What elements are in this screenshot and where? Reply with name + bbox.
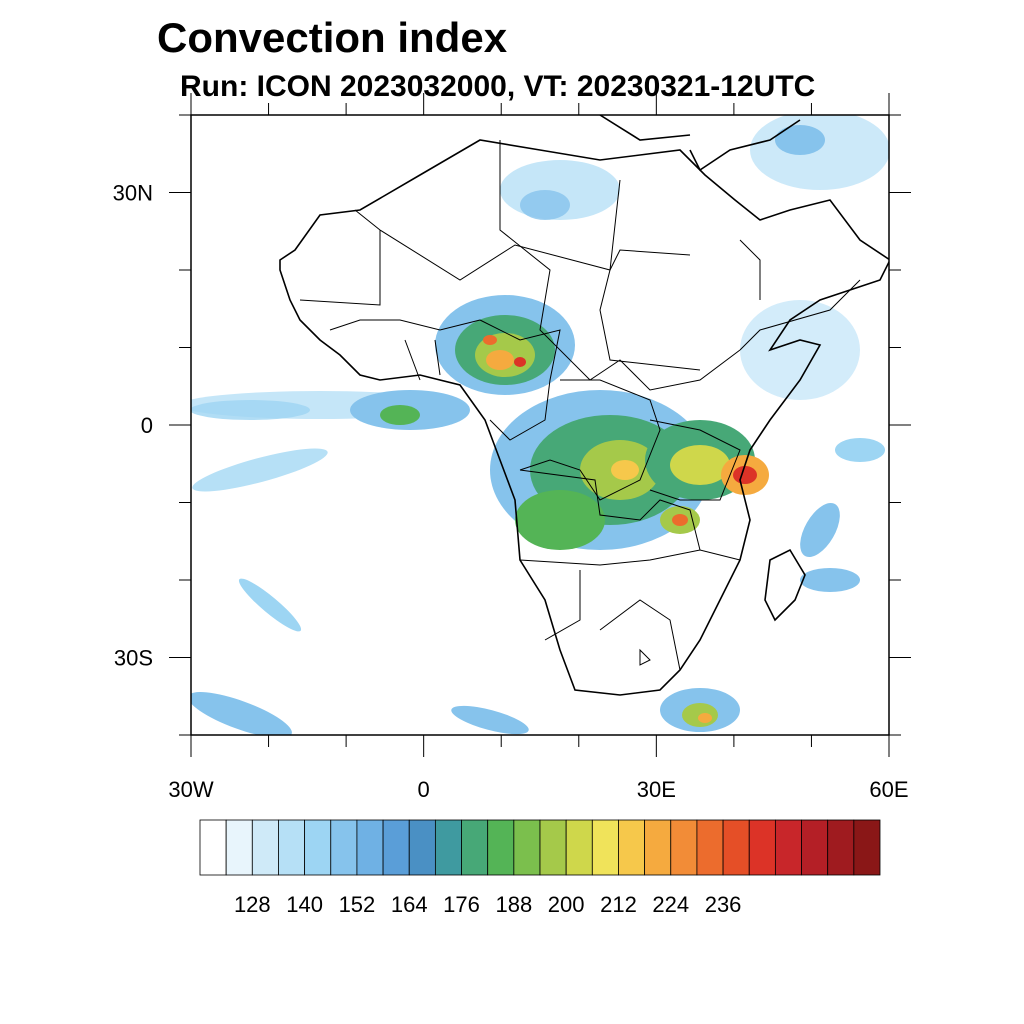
- colorbar-label: 128: [234, 892, 271, 917]
- colorbar-swatch: [461, 819, 489, 876]
- chart-title: Convection index: [157, 14, 508, 61]
- colorbar-label: 152: [339, 892, 376, 917]
- colorbar-swatch: [591, 819, 619, 876]
- colorbar-swatch: [618, 819, 646, 876]
- lon-tick-label: 0: [418, 777, 430, 802]
- colorbar-swatch: [670, 819, 698, 876]
- axis-labels: 30N 0 30S 30W 0 30E 60E: [113, 181, 909, 803]
- colorbar-label: 212: [600, 892, 637, 917]
- colorbar-label: 164: [391, 892, 428, 917]
- colorbar-swatch: [304, 819, 332, 876]
- colorbar-label: 188: [495, 892, 532, 917]
- country-borders: [299, 140, 861, 671]
- colorbar-swatch: [853, 819, 881, 876]
- lon-tick-label: 30W: [168, 777, 213, 802]
- colorbar-swatch: [382, 819, 410, 876]
- convection-field: [191, 115, 889, 735]
- colorbar-swatch: [748, 819, 776, 876]
- colorbar-swatch: [696, 819, 724, 876]
- colorbar-label: 140: [286, 892, 323, 917]
- colorbar-swatch: [408, 819, 436, 876]
- colorbar-swatch: [722, 819, 750, 876]
- colorbar-label: 236: [705, 892, 742, 917]
- colorbar-label: 224: [652, 892, 689, 917]
- colorbar-swatch: [487, 819, 515, 876]
- colorbar-swatch: [644, 819, 672, 876]
- colorbar-label: 200: [548, 892, 585, 917]
- chart-subtitle: Run: ICON 2023032000, VT: 20230321-12UTC: [180, 70, 816, 103]
- colorbar-swatch: [539, 819, 567, 876]
- lat-tick-label: 30N: [113, 181, 153, 206]
- colorbar-swatch: [356, 819, 384, 876]
- colorbar: [199, 819, 881, 876]
- lat-tick-label: 0: [141, 413, 153, 438]
- colorbar-swatch: [330, 819, 358, 876]
- colorbar-swatch: [251, 819, 279, 876]
- colorbar-labels: 128 140 152 164 176 188 200 212 224 236: [234, 892, 741, 917]
- colorbar-swatch: [434, 819, 462, 876]
- colorbar-swatch: [565, 819, 593, 876]
- colorbar-swatch: [278, 819, 306, 876]
- colorbar-label: 176: [443, 892, 480, 917]
- colorbar-swatch: [225, 819, 253, 876]
- colorbar-swatch: [827, 819, 855, 876]
- coastlines: [279, 115, 889, 696]
- lon-tick-label: 60E: [869, 777, 908, 802]
- lat-tick-label: 30S: [114, 646, 153, 671]
- colorbar-swatch: [801, 819, 829, 876]
- lon-tick-label: 30E: [637, 777, 676, 802]
- colorbar-swatch: [513, 819, 541, 876]
- colorbar-swatch: [774, 819, 802, 876]
- axis-ticks: [169, 93, 911, 757]
- colorbar-swatch: [199, 819, 227, 876]
